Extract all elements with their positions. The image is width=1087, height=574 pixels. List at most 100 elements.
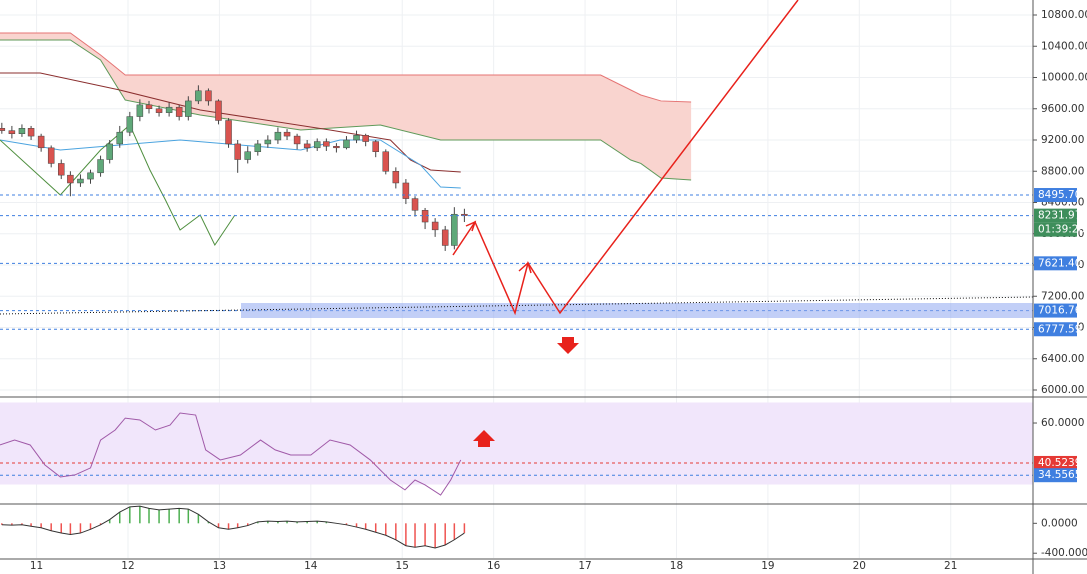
candle-body: [333, 146, 340, 149]
projection-path: [452, 0, 799, 316]
candle-body: [97, 159, 104, 174]
y-tick-label: 6000.00: [1041, 384, 1084, 396]
x-tick-label: 13: [213, 560, 226, 572]
x-tick-label: 20: [853, 560, 866, 572]
candle-body: [205, 90, 212, 102]
candle-body: [136, 104, 144, 117]
price-label-box: [1034, 303, 1077, 318]
candle-body: [116, 131, 124, 145]
level-label: 34.5565: [1038, 469, 1081, 481]
candle-body: [165, 106, 173, 113]
candle-body: [372, 141, 379, 152]
price-label-box: [1034, 188, 1077, 203]
candle-body: [27, 128, 35, 137]
x-tick-label: 15: [396, 560, 409, 572]
candle-body: [323, 141, 330, 147]
candle-body: [431, 221, 439, 231]
y-tick-label: 8800.00: [1041, 165, 1084, 177]
candle-body: [67, 174, 74, 184]
indicator-line: [0, 124, 236, 247]
level-label-box: [1034, 455, 1077, 470]
arrow-head: [465, 220, 477, 232]
level-label: 40.5239: [1038, 457, 1081, 469]
candle-body: [283, 131, 291, 137]
countdown-box: [1034, 222, 1077, 237]
x-tick-label: 19: [761, 560, 774, 572]
candle-body: [421, 210, 429, 223]
price-label-box: [1034, 208, 1077, 223]
price-label: 7016.76: [1038, 305, 1082, 317]
y-tick-label: 9600.00: [1041, 103, 1084, 115]
countdown: 01:39:28: [1038, 224, 1085, 236]
candle-body: [382, 151, 390, 172]
candle-body: [18, 128, 26, 134]
cloud-upper-line: [0, 32, 692, 103]
cloud-lower-line: [0, 39, 692, 181]
histogram-line: [1, 505, 465, 549]
y-tick-label: 0.0000: [1041, 517, 1078, 529]
y-tick-label: 9200.00: [1041, 134, 1084, 146]
y-tick-label: 10800.00: [1041, 9, 1087, 21]
x-tick-label: 17: [578, 560, 591, 572]
candle-body: [175, 106, 183, 117]
x-tick-label: 18: [670, 560, 683, 572]
candle-body: [57, 163, 65, 176]
candle-body: [313, 141, 321, 149]
candle-body: [195, 90, 202, 102]
candle-body: [234, 143, 241, 160]
candle-body: [185, 100, 192, 117]
y-tick-label: 10000.00: [1041, 72, 1087, 84]
candle-body: [225, 120, 232, 145]
candle-body: [244, 151, 251, 160]
candle-body: [126, 116, 134, 133]
candle-body: [451, 213, 458, 246]
down-arrow: [557, 337, 579, 354]
candle-body: [362, 135, 369, 142]
level-label-box: [1034, 468, 1077, 483]
x-tick-label: 21: [944, 560, 957, 572]
rsi-band: [0, 402, 1033, 485]
y-tick-label: 60.0000: [1041, 417, 1084, 429]
price-label-box: [1034, 256, 1077, 271]
candle-body: [0, 128, 6, 131]
candle-body: [402, 182, 410, 199]
candle-body: [77, 178, 84, 184]
price-label: 8495.70: [1038, 189, 1081, 201]
ichimoku-cloud: [0, 32, 692, 180]
x-tick-label: 16: [487, 560, 501, 572]
x-tick-label: 12: [121, 560, 134, 572]
price-label-box: [1034, 322, 1077, 337]
candle-body: [392, 171, 400, 184]
price-label: 8231.97: [1038, 210, 1081, 222]
support-zone: [241, 303, 1033, 318]
candle-body: [254, 143, 262, 152]
candle-body: [155, 108, 163, 113]
candle-body: [87, 172, 94, 180]
y-tick-label: 10400.00: [1041, 40, 1087, 52]
candle-body: [264, 139, 272, 145]
y-tick-label: -400.0000: [1041, 547, 1087, 559]
candle-body: [343, 139, 350, 149]
candle-body: [145, 104, 153, 109]
candle-body: [274, 131, 282, 141]
candle-body: [37, 135, 45, 149]
candle-body: [215, 100, 222, 121]
x-tick-label: 14: [304, 560, 318, 572]
up-arrow: [473, 430, 495, 447]
price-label: 6777.59: [1038, 323, 1081, 335]
y-tick-label: 7200.00: [1041, 290, 1084, 302]
candle-body: [353, 135, 360, 141]
candle-body: [303, 143, 311, 149]
candle-body: [8, 130, 16, 134]
candle-body: [47, 147, 55, 164]
price-label: 7621.40: [1038, 257, 1081, 269]
candle-body: [293, 135, 301, 145]
y-tick-label: 6400.00: [1041, 353, 1084, 365]
x-tick-label: 11: [30, 560, 43, 572]
candle-body: [106, 143, 113, 160]
candle-body: [441, 229, 449, 246]
arrow-head: [518, 261, 532, 274]
indicator-line: [0, 72, 461, 173]
candle-body: [411, 198, 419, 211]
